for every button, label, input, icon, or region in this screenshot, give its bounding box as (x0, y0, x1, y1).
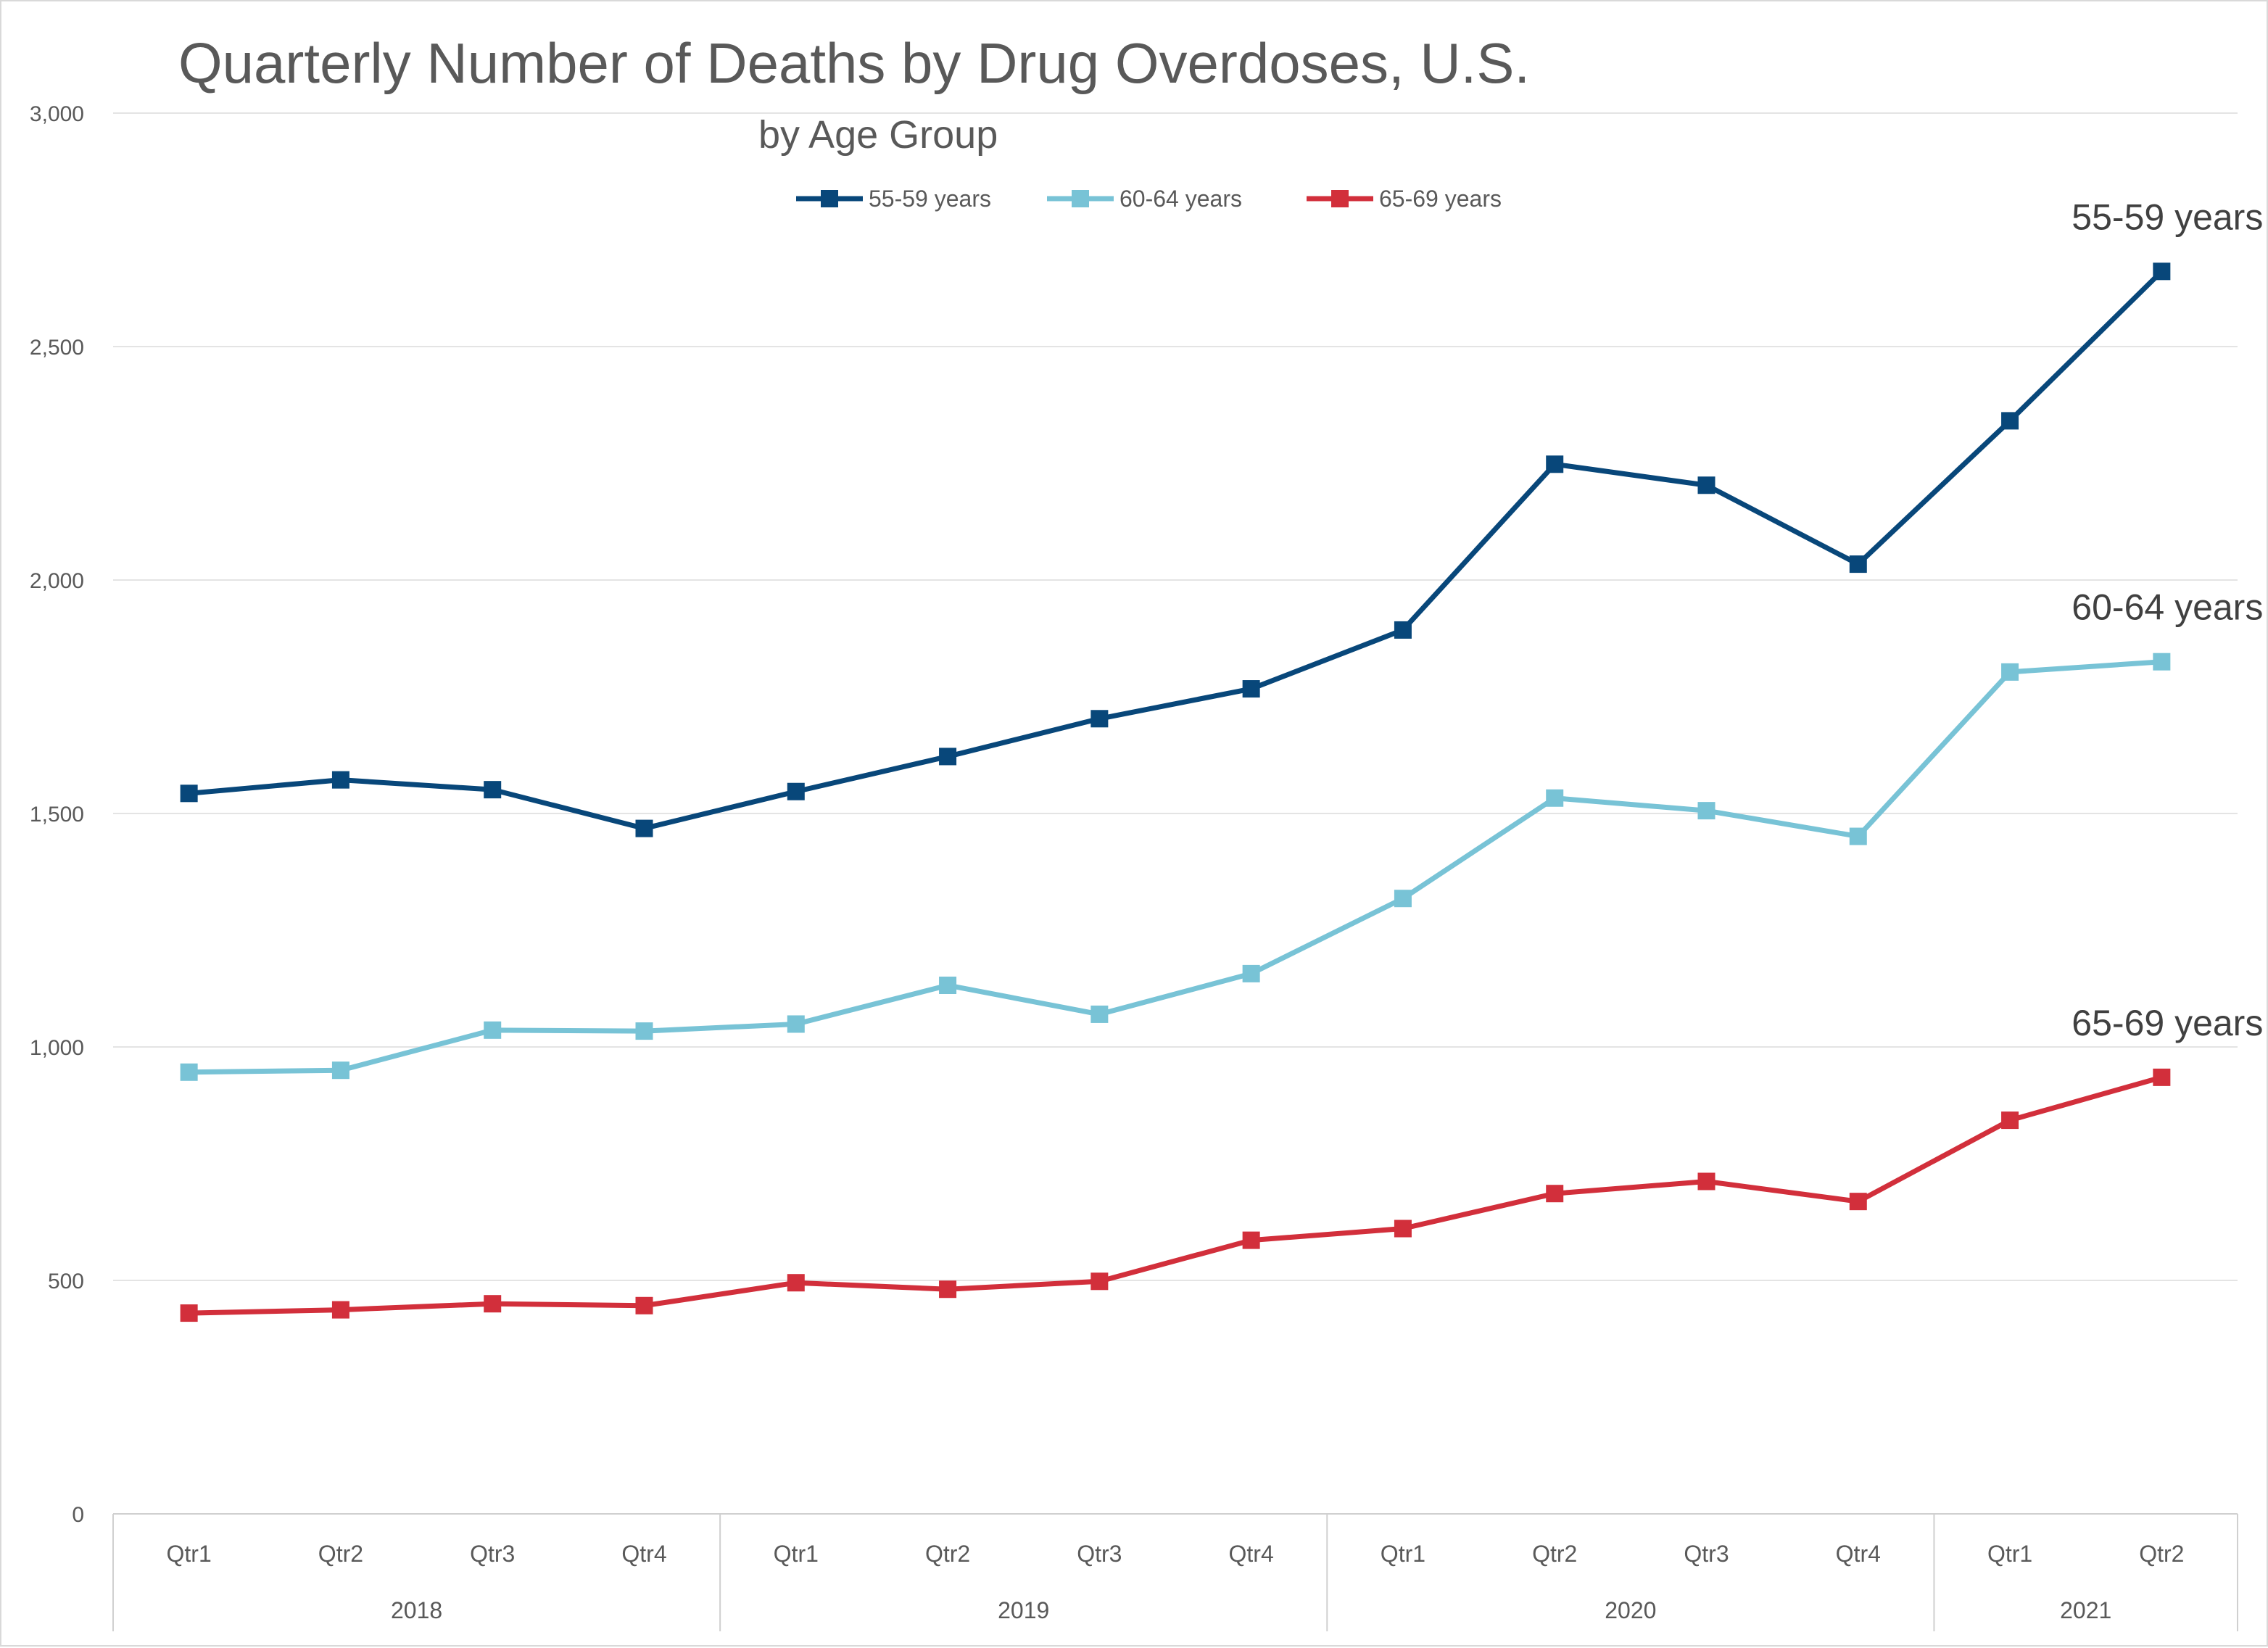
x-tick-label: Qtr1 (1987, 1541, 2032, 1567)
data-point (2001, 663, 2019, 681)
legend: 55-59 years 60-64 years 65-69 years (796, 186, 1502, 212)
gridlines (113, 112, 2238, 1281)
year-group-label: 2019 (998, 1597, 1049, 1623)
x-tick-label: Qtr2 (318, 1541, 363, 1567)
data-point (1546, 1185, 1564, 1203)
data-point (787, 1274, 805, 1292)
data-point (1242, 680, 1260, 698)
data-point (2153, 653, 2171, 671)
data-point (331, 1301, 349, 1319)
series-line (189, 659, 2162, 1075)
x-tick-label: Qtr3 (470, 1541, 515, 1567)
data-point (1090, 1272, 1109, 1291)
data-point (180, 1304, 198, 1322)
data-point (787, 1015, 805, 1033)
data-point (2001, 1111, 2019, 1130)
series-end-labels: 55-59 years 60-64 years 65-69 years (2072, 196, 2263, 1043)
legend-item: 60-64 years (1047, 186, 1242, 212)
data-point (1546, 789, 1564, 807)
y-tick-label: 0 (72, 1503, 84, 1527)
data-point (1697, 802, 1716, 820)
y-tick-label: 2,500 (30, 336, 84, 360)
data-point (1242, 1231, 1260, 1249)
x-tick-label: Qtr3 (1077, 1541, 1122, 1567)
year-group-label: 2018 (391, 1597, 442, 1623)
x-tick-label: Qtr2 (1532, 1541, 1577, 1567)
x-tick-label: Qtr3 (1684, 1541, 1729, 1567)
data-point (939, 976, 957, 994)
legend-item: 65-69 years (1307, 186, 1502, 212)
data-point (635, 819, 653, 837)
series-60-64-years (180, 653, 2171, 1081)
year-group-label: 2021 (2060, 1597, 2111, 1623)
data-point (484, 1021, 502, 1039)
data-point (1394, 1220, 1412, 1238)
data-point (484, 781, 502, 799)
chart-title: Quarterly Number of Deaths by Drug Overd… (178, 31, 1530, 95)
series-end-label: 55-59 years (2072, 196, 2263, 237)
data-point (1394, 890, 1412, 908)
data-point (180, 784, 198, 803)
legend-marker (1072, 190, 1089, 207)
data-point (1849, 827, 1867, 845)
data-point (2153, 1068, 2171, 1086)
data-point (939, 1280, 957, 1299)
data-point (635, 1296, 653, 1314)
data-point (1090, 1005, 1109, 1023)
series-55-59-years (180, 262, 2171, 837)
x-tick-label: Qtr1 (1381, 1541, 1425, 1567)
data-point (484, 1295, 502, 1313)
data-point (635, 1022, 653, 1040)
y-tick-label: 2,000 (30, 569, 84, 593)
data-point (1697, 1172, 1716, 1191)
data-point (180, 1063, 198, 1081)
y-tick-label: 500 (48, 1270, 84, 1293)
series-end-label: 65-69 years (2072, 1003, 2263, 1043)
y-tick-label: 1,000 (30, 1036, 84, 1060)
data-point (1242, 964, 1260, 982)
series-line (189, 1074, 2163, 1316)
data-point (1546, 455, 1564, 473)
x-tick-label: Qtr4 (1229, 1541, 1274, 1567)
data-point (1394, 621, 1412, 639)
data-point (331, 1061, 349, 1080)
y-tick-label: 1,500 (30, 803, 84, 827)
data-point (2001, 412, 2019, 430)
data-point (1849, 1193, 1867, 1211)
legend-label: 65-69 years (1379, 186, 1502, 212)
data-point (331, 771, 349, 789)
x-tick-label: Qtr1 (774, 1541, 819, 1567)
data-point (787, 782, 805, 800)
data-point (2153, 262, 2171, 281)
chart-subtitle: by Age Group (758, 113, 998, 157)
x-tick-label: Qtr1 (167, 1541, 212, 1567)
legend-item: 55-59 years (796, 186, 991, 212)
x-tick-label: Qtr4 (621, 1541, 666, 1567)
series-65-69-years (180, 1068, 2171, 1322)
year-group-label: 2020 (1605, 1597, 1656, 1623)
legend-marker (1331, 190, 1349, 207)
series-end-label: 60-64 years (2072, 587, 2263, 628)
data-point (939, 748, 957, 766)
legend-label: 60-64 years (1119, 186, 1242, 212)
y-tick-label: 3,000 (30, 102, 84, 126)
axes: 0 500 1,000 1,500 2,000 2,500 3,000 Qtr1 Qtr2 Qtr… (30, 102, 2238, 1631)
legend-label: 55-59 years (869, 186, 991, 212)
x-tick-label: Qtr4 (1836, 1541, 1881, 1567)
series-line (189, 269, 2164, 832)
legend-marker (821, 190, 838, 207)
x-tick-label: Qtr2 (925, 1541, 970, 1567)
x-tick-label: Qtr2 (2139, 1541, 2184, 1567)
data-point (1697, 476, 1716, 494)
data-point (1090, 710, 1109, 728)
series-lines (180, 262, 2171, 1322)
data-point (1849, 555, 1867, 574)
